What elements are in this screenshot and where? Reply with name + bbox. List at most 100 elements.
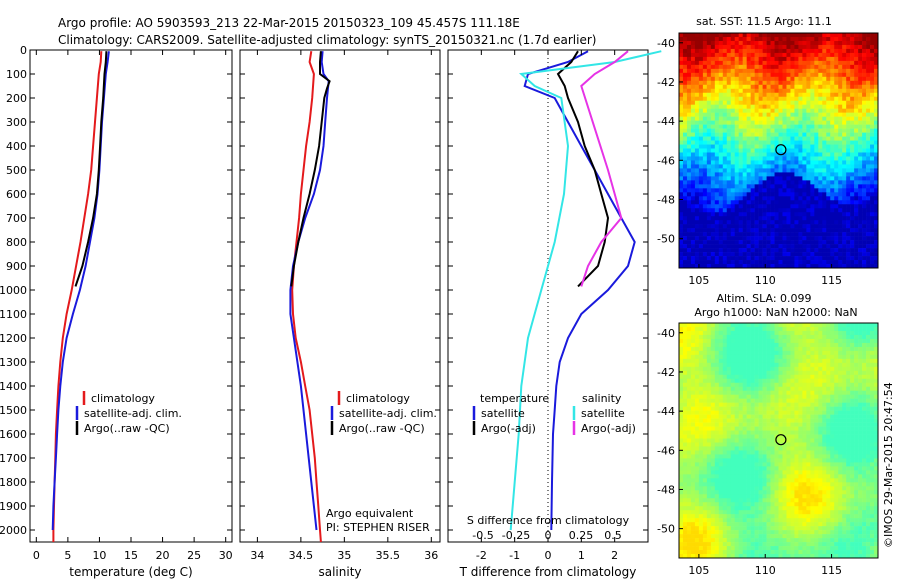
heatmap-cell — [810, 156, 815, 161]
heatmap-cell — [722, 36, 728, 42]
heatmap-cell — [734, 402, 739, 407]
heatmap-cell — [778, 208, 783, 213]
heatmap-cell — [794, 64, 799, 70]
s-tick-label: 0 — [545, 529, 552, 542]
heatmap-cell — [826, 44, 831, 50]
heatmap-cell — [850, 88, 855, 94]
heatmap-cell — [750, 204, 755, 209]
heatmap-cell — [722, 410, 728, 415]
heatmap-cell — [766, 224, 771, 229]
heatmap-cell — [726, 430, 732, 435]
heatmap-cell — [686, 438, 692, 443]
heatmap-cell — [750, 330, 755, 336]
heatmap-cell — [718, 184, 724, 189]
heatmap-cell — [786, 164, 791, 169]
heatmap-cell — [866, 438, 871, 443]
heatmap-cell — [802, 36, 807, 42]
heatmap-cell — [702, 140, 708, 145]
heatmap-cell — [814, 438, 819, 443]
heatmap-cell — [762, 172, 767, 177]
heatmap-cell — [850, 414, 855, 419]
heatmap-cell — [802, 394, 807, 399]
heatmap-cell — [794, 354, 799, 360]
heatmap-cell — [866, 390, 871, 395]
heatmap-cell — [834, 232, 839, 237]
heatmap-cell — [862, 390, 867, 395]
heatmap-cell — [746, 446, 751, 451]
heatmap-cell — [754, 394, 759, 399]
heatmap-cell — [838, 108, 843, 113]
heatmap-cell — [774, 148, 779, 153]
heatmap-cell — [782, 72, 787, 78]
heatmap-cell — [830, 338, 835, 344]
x-tick-label: 25 — [187, 549, 201, 562]
heatmap-cell — [766, 48, 771, 54]
heatmap-cell — [834, 68, 839, 74]
heatmap-cell — [694, 264, 700, 269]
heatmap-cell — [814, 264, 819, 269]
heatmap-cell — [842, 164, 847, 169]
heatmap-cell — [782, 48, 787, 54]
heatmap-cell — [714, 228, 720, 233]
heatmap-cell — [850, 402, 855, 407]
heatmap-cell — [790, 362, 795, 368]
heatmap-cell — [770, 200, 775, 205]
heatmap-cell — [858, 350, 863, 356]
heatmap-cell — [718, 84, 724, 90]
heatmap-cell — [830, 382, 835, 388]
heatmap-cell — [798, 120, 803, 125]
heatmap-cell — [874, 72, 879, 78]
heatmap-cell — [866, 418, 871, 423]
difference-series-2 — [509, 50, 662, 531]
heatmap-cell — [854, 390, 859, 395]
heatmap-cell — [834, 228, 839, 233]
heatmap-cell — [694, 100, 700, 105]
heatmap-cell — [766, 128, 771, 133]
heatmap-cell — [810, 418, 815, 423]
heatmap-cell — [854, 204, 859, 209]
heatmap-cell — [694, 260, 700, 265]
heatmap-cell — [682, 144, 688, 149]
heatmap-cell — [838, 200, 843, 205]
heatmap-cell — [754, 44, 759, 50]
heatmap-cell — [750, 108, 755, 113]
heatmap-cell — [806, 148, 811, 153]
heatmap-cell — [790, 120, 795, 125]
heatmap-cell — [830, 172, 835, 177]
heatmap-cell — [754, 260, 759, 265]
heatmap-cell — [706, 212, 712, 217]
heatmap-cell — [778, 144, 783, 149]
heatmap-cell — [734, 386, 739, 392]
heatmap-cell — [834, 323, 839, 328]
heatmap-cell — [682, 410, 688, 415]
heatmap-cell — [814, 156, 819, 161]
heatmap-cell — [846, 208, 851, 213]
heatmap-cell — [702, 48, 708, 54]
heatmap-cell — [698, 160, 704, 165]
heatmap-cell — [706, 362, 712, 368]
heatmap-cell — [794, 382, 799, 388]
heatmap-cell — [698, 52, 704, 58]
heatmap-cell — [834, 156, 839, 161]
heatmap-cell — [838, 458, 843, 463]
heatmap-cell — [730, 442, 736, 447]
heatmap-cell — [858, 240, 863, 245]
heatmap-cell — [846, 442, 851, 447]
heatmap-cell — [798, 366, 803, 372]
heatmap-cell — [846, 220, 851, 225]
heatmap-cell — [742, 120, 747, 125]
heatmap-cell — [790, 426, 795, 431]
heatmap-cell — [818, 434, 823, 439]
heatmap-cell — [734, 188, 739, 193]
heatmap-cell — [854, 200, 859, 205]
heatmap-cell — [858, 422, 863, 427]
heatmap-cell — [794, 168, 799, 173]
heatmap-cell — [858, 248, 863, 253]
heatmap-cell — [686, 156, 692, 161]
heatmap-cell — [774, 100, 779, 105]
heatmap-cell — [814, 168, 819, 173]
heatmap-cell — [778, 330, 783, 336]
heatmap-cell — [718, 326, 724, 332]
heatmap-cell — [698, 188, 704, 193]
heatmap-cell — [722, 370, 728, 376]
